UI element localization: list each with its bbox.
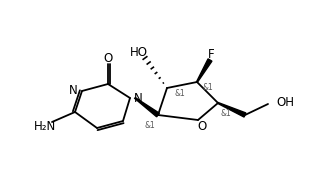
Text: O: O: [198, 121, 207, 133]
Text: &1: &1: [221, 108, 232, 117]
Text: &1: &1: [175, 89, 186, 98]
Text: N: N: [69, 83, 78, 97]
Polygon shape: [218, 103, 246, 117]
Polygon shape: [135, 98, 159, 117]
Text: H₂N: H₂N: [34, 120, 56, 132]
Text: O: O: [103, 52, 113, 64]
Text: HO: HO: [130, 46, 148, 58]
Polygon shape: [197, 59, 212, 82]
Text: &1: &1: [145, 121, 155, 130]
Text: &1: &1: [203, 82, 214, 91]
Text: F: F: [208, 47, 214, 61]
Text: N: N: [134, 92, 143, 106]
Text: OH: OH: [276, 96, 294, 108]
